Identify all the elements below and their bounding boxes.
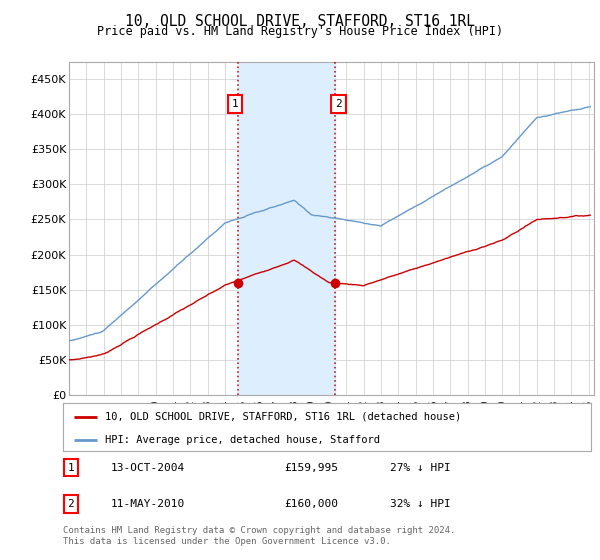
- Text: Contains HM Land Registry data © Crown copyright and database right 2024.
This d: Contains HM Land Registry data © Crown c…: [63, 526, 455, 546]
- Text: £160,000: £160,000: [285, 499, 339, 509]
- Text: 10, OLD SCHOOL DRIVE, STAFFORD, ST16 1RL (detached house): 10, OLD SCHOOL DRIVE, STAFFORD, ST16 1RL…: [105, 412, 461, 422]
- Text: 2: 2: [335, 99, 342, 109]
- Text: 32% ↓ HPI: 32% ↓ HPI: [391, 499, 451, 509]
- Text: HPI: Average price, detached house, Stafford: HPI: Average price, detached house, Staf…: [105, 435, 380, 445]
- Bar: [238, 62, 335, 395]
- Text: 27% ↓ HPI: 27% ↓ HPI: [391, 463, 451, 473]
- Text: 13-OCT-2004: 13-OCT-2004: [110, 463, 185, 473]
- Text: 2: 2: [68, 499, 74, 509]
- Text: Price paid vs. HM Land Registry's House Price Index (HPI): Price paid vs. HM Land Registry's House …: [97, 25, 503, 38]
- Text: 10, OLD SCHOOL DRIVE, STAFFORD, ST16 1RL: 10, OLD SCHOOL DRIVE, STAFFORD, ST16 1RL: [125, 14, 475, 29]
- Text: 1: 1: [68, 463, 74, 473]
- Text: 1: 1: [232, 99, 238, 109]
- Text: £159,995: £159,995: [285, 463, 339, 473]
- Text: 11-MAY-2010: 11-MAY-2010: [110, 499, 185, 509]
